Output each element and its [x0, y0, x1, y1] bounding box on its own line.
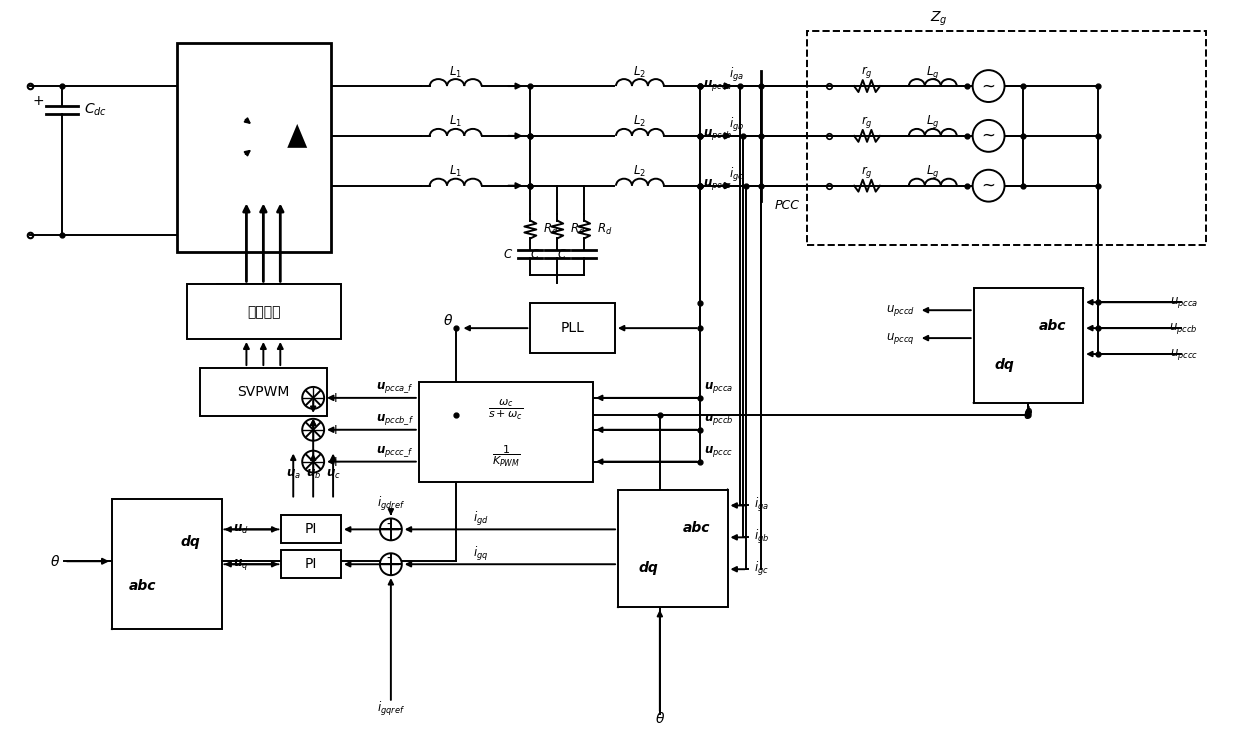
Text: $C_{dc}$: $C_{dc}$: [84, 101, 107, 118]
Text: PCC: PCC: [774, 199, 799, 212]
Text: $i_{gd}$: $i_{gd}$: [472, 510, 488, 529]
Text: $i_{ga}$: $i_{ga}$: [729, 66, 745, 84]
Circle shape: [380, 518, 401, 540]
Text: $u_{pcca}$: $u_{pcca}$: [1170, 295, 1198, 310]
Text: +: +: [330, 423, 341, 437]
Text: $u_{pccc}$: $u_{pccc}$: [1170, 347, 1198, 361]
Text: abc: abc: [683, 521, 711, 535]
Text: $L_2$: $L_2$: [633, 64, 647, 80]
Text: $\boldsymbol{u}_{pccc}$: $\boldsymbol{u}_{pccc}$: [703, 177, 732, 192]
Text: $i_{gb}$: $i_{gb}$: [729, 116, 745, 134]
Circle shape: [973, 170, 1005, 201]
Text: dq: dq: [639, 561, 659, 575]
Text: $\boldsymbol{u}_{pcca}$: $\boldsymbol{u}_{pcca}$: [703, 77, 732, 93]
Bar: [419, 382, 593, 482]
Text: dq: dq: [995, 358, 1015, 372]
Text: $\boldsymbol{u}_b$: $\boldsymbol{u}_b$: [306, 468, 321, 481]
Circle shape: [380, 553, 401, 575]
Text: $r_g$: $r_g$: [861, 114, 873, 130]
Text: $i_{ga}$: $i_{ga}$: [755, 496, 769, 515]
Polygon shape: [287, 124, 307, 148]
Text: $i_{gdref}$: $i_{gdref}$: [377, 496, 405, 513]
Text: ~: ~: [981, 177, 996, 195]
Circle shape: [973, 70, 1005, 102]
Circle shape: [302, 450, 325, 472]
Text: $C$: $C$: [558, 248, 567, 261]
Text: $\boldsymbol{u}_c$: $\boldsymbol{u}_c$: [326, 468, 341, 481]
Circle shape: [973, 120, 1005, 152]
Bar: [281, 550, 341, 578]
Text: $i_{gb}$: $i_{gb}$: [755, 529, 769, 546]
Text: PI: PI: [305, 557, 317, 572]
Text: $\theta$: $\theta$: [654, 711, 665, 726]
Bar: [281, 515, 341, 543]
Bar: [618, 490, 727, 607]
Text: $C$: $C$: [530, 248, 540, 261]
Text: $L_2$: $L_2$: [633, 164, 647, 180]
Text: abc: abc: [1038, 319, 1067, 333]
Bar: [199, 368, 327, 416]
Text: ~: ~: [981, 77, 996, 95]
Text: -: -: [387, 518, 392, 531]
Bar: [187, 284, 341, 339]
Text: $R_d$: $R_d$: [543, 222, 559, 237]
Text: abc: abc: [129, 579, 156, 593]
Text: +: +: [330, 391, 341, 405]
Text: PLL: PLL: [561, 321, 585, 335]
Text: ~: ~: [981, 127, 996, 145]
Text: $L_g$: $L_g$: [926, 164, 939, 180]
Text: $R_d$: $R_d$: [597, 222, 612, 237]
Text: $L_g$: $L_g$: [926, 64, 939, 80]
Text: $L_1$: $L_1$: [449, 115, 462, 129]
Text: $\theta$: $\theta$: [444, 312, 453, 328]
Text: $C$: $C$: [503, 248, 513, 261]
Text: $\dfrac{1}{K_{PWM}}$: $\dfrac{1}{K_{PWM}}$: [492, 444, 520, 469]
Text: $\theta$: $\theta$: [50, 554, 61, 569]
Text: $\boldsymbol{u}_q$: $\boldsymbol{u}_q$: [233, 557, 249, 572]
Text: $\boldsymbol{u}_{pccc}$: $\boldsymbol{u}_{pccc}$: [704, 444, 732, 459]
Text: $\boldsymbol{u}_{pcca\_f}$: $\boldsymbol{u}_{pcca\_f}$: [375, 380, 414, 396]
Text: SVPWM: SVPWM: [237, 385, 290, 399]
Text: PI: PI: [305, 523, 317, 537]
Text: $u_{pccq}$: $u_{pccq}$: [886, 331, 914, 345]
Text: $i_{gc}$: $i_{gc}$: [729, 166, 743, 184]
Text: -: -: [387, 553, 392, 566]
Text: $\boldsymbol{u}_d$: $\boldsymbol{u}_d$: [233, 523, 249, 536]
Text: $Z_g$: $Z_g$: [930, 10, 948, 28]
Text: $u_{pccb}$: $u_{pccb}$: [1170, 320, 1198, 336]
Text: $r_g$: $r_g$: [861, 164, 873, 180]
Bar: [808, 31, 1206, 245]
Circle shape: [302, 387, 325, 409]
Text: $\boldsymbol{u}_{pccc\_f}$: $\boldsymbol{u}_{pccc\_f}$: [377, 444, 414, 459]
Text: $\boldsymbol{u}_{pccb}$: $\boldsymbol{u}_{pccb}$: [704, 412, 733, 427]
Bar: [177, 43, 331, 253]
Bar: [530, 303, 615, 353]
Text: $L_2$: $L_2$: [633, 115, 647, 129]
Circle shape: [302, 419, 325, 441]
Text: $L_g$: $L_g$: [926, 113, 939, 131]
Text: $L_1$: $L_1$: [449, 164, 462, 180]
Text: $\theta$: $\theta$: [1023, 407, 1033, 423]
Text: $\boldsymbol{u}_{pcca}$: $\boldsymbol{u}_{pcca}$: [704, 380, 733, 396]
Text: $\boldsymbol{u}_{pccb\_f}$: $\boldsymbol{u}_{pccb\_f}$: [375, 412, 414, 427]
Text: $R_d$: $R_d$: [570, 222, 586, 237]
Text: dq: dq: [181, 535, 201, 549]
Text: $r_g$: $r_g$: [861, 64, 873, 80]
Text: $u_{pccd}$: $u_{pccd}$: [886, 303, 914, 318]
Bar: [974, 288, 1083, 403]
Text: $\dfrac{\omega_c}{s+\omega_c}$: $\dfrac{\omega_c}{s+\omega_c}$: [488, 398, 524, 422]
Text: $i_{gq}$: $i_{gq}$: [473, 545, 488, 564]
Text: +: +: [32, 94, 45, 108]
Text: $i_{gc}$: $i_{gc}$: [755, 560, 769, 578]
Bar: [112, 499, 222, 629]
Text: +: +: [330, 455, 341, 469]
Text: $\boldsymbol{u}_a$: $\boldsymbol{u}_a$: [286, 468, 301, 481]
Text: $L_1$: $L_1$: [449, 64, 462, 80]
Text: $\boldsymbol{u}_{pccb}$: $\boldsymbol{u}_{pccb}$: [703, 127, 732, 142]
Text: 驱动电路: 驱动电路: [247, 304, 280, 319]
Text: $i_{gqref}$: $i_{gqref}$: [377, 699, 405, 718]
